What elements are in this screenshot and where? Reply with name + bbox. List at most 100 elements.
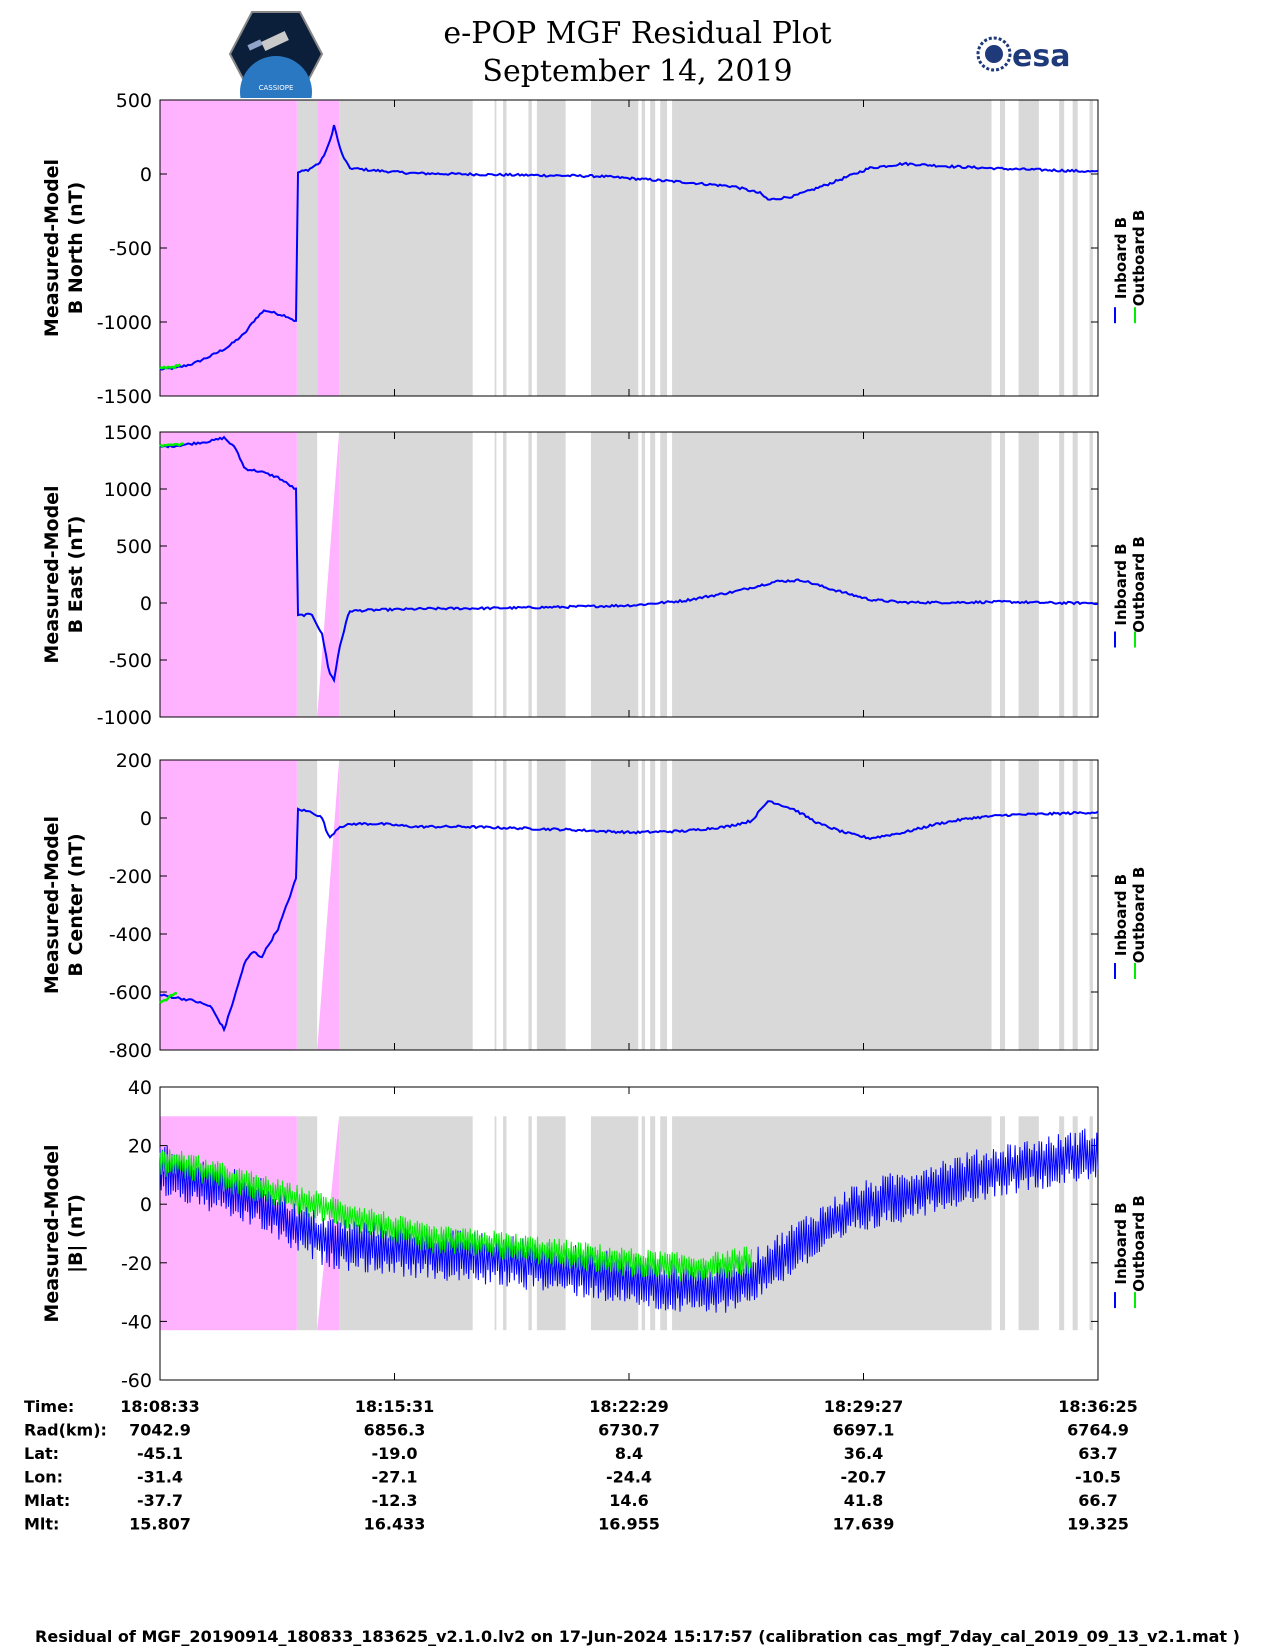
y-tick-label: -500 (109, 238, 152, 260)
inboard-series (159, 124, 1099, 371)
gray-shade-band (1018, 432, 1039, 717)
plot-date: September 14, 2019 (482, 54, 793, 89)
gray-shade-band (999, 1116, 1006, 1331)
info-value: 8.4 (615, 1444, 643, 1463)
gray-shade-band (660, 100, 668, 396)
pink-shade-band (317, 100, 340, 396)
info-value: 7042.9 (129, 1421, 191, 1440)
inboard-series (159, 435, 1099, 684)
info-value: -10.5 (1075, 1468, 1121, 1487)
y-tick-label: -60 (121, 1370, 152, 1392)
info-value: -12.3 (371, 1491, 417, 1510)
gray-shade-band (503, 432, 507, 717)
gray-shade-band (296, 100, 318, 396)
info-value: -24.4 (606, 1468, 652, 1487)
y-axis-label-line2: B North (nT) (65, 182, 87, 315)
gray-shade-band (1089, 432, 1093, 717)
y-tick-label: 1500 (104, 422, 152, 444)
y-tick-label: -1000 (97, 707, 152, 729)
time-tick-label: 18:36:25 (1058, 1397, 1138, 1416)
y-tick-label: 20 (128, 1136, 152, 1158)
gray-shade-band (1089, 760, 1093, 1050)
gray-shade-band (660, 1116, 668, 1331)
info-value: 14.6 (609, 1491, 648, 1510)
info-value: -45.1 (137, 1444, 183, 1463)
pink-shade-band (160, 760, 297, 1050)
y-axis-label: Measured-Model |B| (nT) (41, 1144, 87, 1322)
info-value: 36.4 (844, 1444, 883, 1463)
legend: Inboard B Outboard B (1112, 536, 1148, 633)
y-tick-label: -500 (109, 650, 152, 672)
info-value: 16.433 (364, 1515, 426, 1534)
outboard-series (159, 991, 178, 1004)
gray-shade-band (1059, 100, 1065, 396)
info-row-label: Rad(km): (24, 1421, 107, 1440)
time-tick-label: 18:15:31 (355, 1397, 435, 1416)
panel-north: -1500 -1000 -500 0 500 Measured-Model B North … (41, 90, 1148, 408)
info-row-label: Mlt: (24, 1515, 59, 1534)
info-row-label: Lat: (24, 1444, 59, 1463)
gray-shade-band (1072, 100, 1078, 396)
legend: Inboard B Outboard B (1112, 210, 1148, 307)
gray-shade-band (528, 760, 532, 1050)
legend-inboard-label: Inboard B (1112, 1202, 1130, 1284)
gray-shade-band (536, 1116, 566, 1331)
y-tick-label: 500 (116, 536, 152, 558)
info-row-label: Lon: (24, 1468, 63, 1487)
y-axis-label-line1: Measured-Model (41, 816, 63, 994)
gray-shade-band (672, 760, 992, 1050)
legend-inboard-label: Inboard B (1112, 874, 1130, 956)
esa-logo: esa (976, 36, 1070, 74)
info-value: -37.7 (137, 1491, 183, 1510)
y-tick-label: -200 (109, 866, 152, 888)
outboard-series (159, 1149, 752, 1282)
gray-shade-band (1018, 1116, 1039, 1331)
gray-shade-band (1059, 432, 1065, 717)
gray-shade-band (672, 100, 992, 396)
info-value: 17.639 (833, 1515, 895, 1534)
gray-shade-band (536, 100, 566, 396)
y-axis-label-line2: B Center (nT) (65, 833, 87, 976)
gray-shade-band (528, 432, 532, 717)
y-tick-label: 0 (140, 593, 152, 615)
inboard-series (159, 800, 1099, 1033)
gray-shade-band (641, 1116, 646, 1331)
gray-shade-band (536, 760, 566, 1050)
info-row-label: Time: (24, 1397, 74, 1416)
info-value: 41.8 (844, 1491, 883, 1510)
info-value: 66.7 (1078, 1491, 1117, 1510)
outboard-series (159, 442, 184, 448)
info-value: -19.0 (371, 1444, 417, 1463)
gray-shade-band (650, 100, 656, 396)
gray-shade-band (339, 100, 473, 396)
orbit-info-table: Time: Rad(km): Lat: Lon: Mlat: Mlt: 18:08:33 70… (24, 1397, 1138, 1534)
gray-shade-band (339, 432, 473, 717)
y-tick-label: 0 (140, 164, 152, 186)
time-tick-label: 18:29:27 (824, 1397, 904, 1416)
y-tick-label: 500 (116, 90, 152, 112)
gray-shade-band (999, 100, 1006, 396)
gray-shade-band (590, 100, 639, 396)
legend-inboard-label: Inboard B (1112, 217, 1130, 299)
y-axis-label: Measured-Model B Center (nT) (41, 816, 87, 994)
gray-shade-band (590, 432, 639, 717)
plot-title: e-POP MGF Residual Plot (443, 16, 832, 51)
y-tick-label: -400 (109, 924, 152, 946)
pink-shade-band (160, 432, 297, 717)
y-axis-label: Measured-Model B East (nT) (41, 485, 87, 663)
gray-shade-band (590, 760, 639, 1050)
panel-center: -800 -600 -400 -200 0 200 Measured-Model B Cent… (41, 750, 1148, 1062)
gray-shade-band (1072, 760, 1078, 1050)
y-tick-label: 40 (128, 1077, 152, 1099)
y-axis-label-line2: B East (nT) (65, 516, 87, 634)
esa-logo-text: esa (1012, 39, 1070, 74)
info-value: 16.955 (598, 1515, 660, 1534)
cassiope-logo-text: CASSIOPE (259, 84, 294, 92)
info-value: 19.325 (1067, 1515, 1129, 1534)
gray-shade-band (503, 760, 507, 1050)
gray-shade-band (494, 1116, 497, 1331)
y-tick-label: -600 (109, 982, 152, 1004)
outboard-series (159, 363, 182, 370)
gray-shade-band (660, 432, 668, 717)
